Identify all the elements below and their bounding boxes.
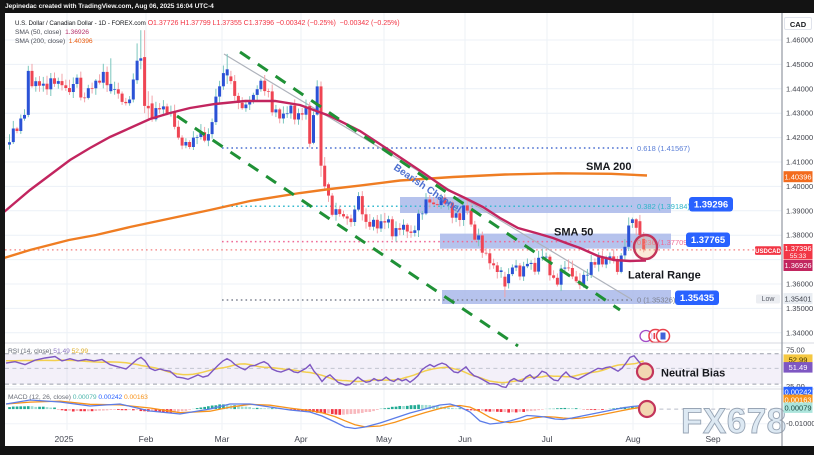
svg-text:1.46000: 1.46000	[786, 36, 813, 45]
svg-text:SMA 50: SMA 50	[554, 227, 593, 239]
svg-text:FX678: FX678	[681, 402, 787, 441]
svg-text:Lateral Range: Lateral Range	[628, 270, 701, 282]
svg-text:Aug: Aug	[625, 434, 640, 444]
svg-text:1.40396: 1.40396	[784, 172, 811, 181]
svg-text:1.44000: 1.44000	[786, 84, 813, 93]
svg-text:25.00: 25.00	[786, 382, 805, 391]
svg-text:1.45000: 1.45000	[786, 60, 813, 69]
svg-text:1.39296: 1.39296	[694, 200, 728, 211]
svg-text:Sep: Sep	[705, 434, 720, 444]
svg-text:0.00163: 0.00163	[784, 396, 811, 405]
svg-text:52.99: 52.99	[789, 355, 808, 364]
svg-text:1.35000: 1.35000	[786, 304, 813, 313]
svg-text:0.00079: 0.00079	[784, 403, 811, 412]
svg-text:0.382 (1.39184): 0.382 (1.39184)	[637, 202, 690, 211]
svg-text:Jun: Jun	[458, 434, 472, 444]
svg-text:0.00242: 0.00242	[784, 388, 811, 397]
svg-text:0.236 (1.37709): 0.236 (1.37709)	[637, 238, 690, 247]
svg-text:0 (1.35326): 0 (1.35326)	[637, 296, 676, 305]
svg-text:-0.01000: -0.01000	[786, 419, 814, 428]
svg-text:1.37396: 1.37396	[784, 244, 811, 253]
svg-text:1.39000: 1.39000	[786, 206, 813, 215]
svg-text:Feb: Feb	[139, 434, 154, 444]
svg-text:SMA 200: SMA 200	[586, 161, 631, 173]
svg-text:0.618 (1.41567): 0.618 (1.41567)	[637, 144, 690, 153]
svg-text:Neutral Bias: Neutral Bias	[661, 368, 725, 380]
svg-text:1.36000: 1.36000	[786, 280, 813, 289]
svg-text:1.35435: 1.35435	[680, 293, 715, 304]
svg-text:1.40000: 1.40000	[786, 182, 813, 191]
svg-text:1.42000: 1.42000	[786, 133, 813, 142]
svg-text:1.37765: 1.37765	[691, 235, 726, 246]
svg-text:Jul: Jul	[542, 434, 553, 444]
svg-text:USDCAD: USDCAD	[755, 249, 781, 255]
svg-text:1.38000: 1.38000	[786, 231, 813, 240]
svg-text:1.35401: 1.35401	[784, 294, 811, 303]
svg-text:Apr: Apr	[294, 434, 307, 444]
svg-text:1.43000: 1.43000	[786, 109, 813, 118]
svg-text:55:33: 55:33	[790, 253, 807, 260]
svg-text:May: May	[376, 434, 393, 444]
svg-text:Low: Low	[762, 296, 776, 303]
svg-text:2025: 2025	[55, 434, 74, 444]
svg-text:75.00: 75.00	[786, 345, 805, 354]
svg-text:1.41000: 1.41000	[786, 158, 813, 167]
svg-text:Mar: Mar	[215, 434, 230, 444]
svg-text:51.49: 51.49	[789, 363, 808, 372]
svg-text:1.36926: 1.36926	[784, 261, 811, 270]
svg-text:1.34000: 1.34000	[786, 328, 813, 337]
